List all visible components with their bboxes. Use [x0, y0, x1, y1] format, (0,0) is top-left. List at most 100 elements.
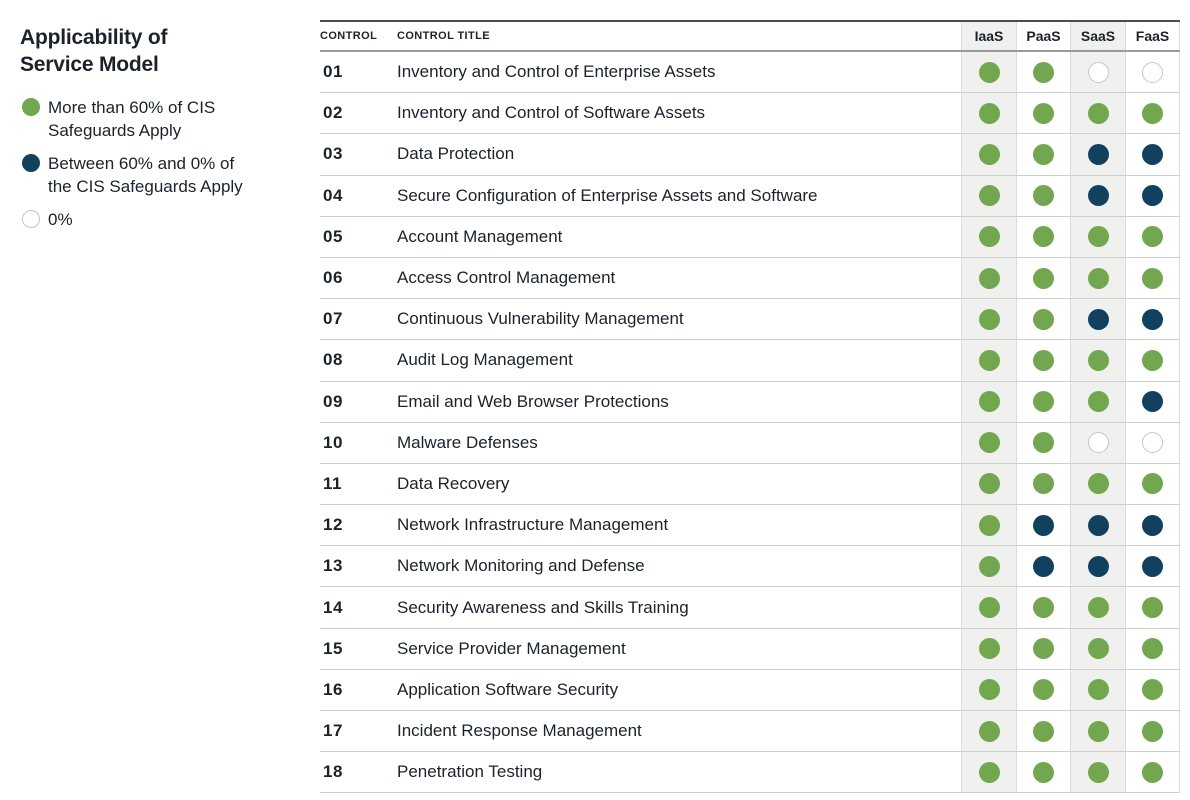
service-dot-cell [961, 711, 1016, 752]
control-number: 08 [323, 350, 343, 370]
control-title: Penetration Testing [397, 762, 543, 782]
applicability-dot-green [1087, 267, 1109, 289]
applicability-dot-green [1087, 473, 1109, 495]
service-dot-cell [1125, 340, 1180, 381]
service-dot-cell [1125, 134, 1180, 175]
applicability-dot-green [1033, 432, 1054, 454]
service-dot-cell [961, 299, 1016, 340]
control-title: Account Management [397, 226, 563, 246]
applicability-dot-green [978, 391, 1000, 413]
applicability-dot-navy [1142, 308, 1163, 330]
legend-title: Applicability of Service Model [20, 24, 280, 78]
applicability-dot-green [1087, 349, 1109, 371]
applicability-dot-green [1142, 679, 1163, 701]
applicability-dot-green [1142, 226, 1163, 248]
service-dot-cell [961, 52, 1016, 93]
applicability-dot-green [978, 226, 1000, 248]
legend-panel: Applicability of Service Model More than… [20, 24, 280, 241]
header-faas: FaaS [1125, 22, 1180, 50]
applicability-dot-green [978, 61, 1000, 83]
applicability-dot-green [1033, 61, 1054, 83]
control-title: Application Software Security [397, 679, 619, 699]
applicability-dot-none [1142, 61, 1163, 83]
green-dot-icon [22, 98, 40, 116]
service-dot-cell [961, 463, 1016, 505]
applicability-dot-green [978, 514, 1000, 536]
service-dot-cell [1070, 52, 1125, 93]
service-dot-cell [1016, 257, 1070, 299]
table-row: 01 Inventory and Control of Enterprise A… [320, 52, 1180, 94]
table-row: 12 Network Infrastructure Management [320, 505, 1180, 547]
control-number: 12 [323, 515, 343, 535]
control-title: Access Control Management [397, 268, 616, 288]
control-number: 02 [323, 103, 343, 123]
applicability-dot-green [1087, 679, 1109, 701]
service-dot-cell [961, 381, 1016, 422]
table-row: 13 Network Monitoring and Defense [320, 546, 1180, 588]
service-dot-cell [961, 587, 1016, 628]
applicability-dot-green [978, 349, 1000, 371]
service-dot-cell [1125, 628, 1180, 669]
service-dot-cell [1070, 257, 1125, 299]
applicability-dot-navy [1087, 514, 1109, 536]
applicability-dot-navy [1087, 143, 1109, 165]
header-control-title: CONTROL TITLE [397, 30, 490, 42]
service-dot-cell [1070, 711, 1125, 752]
applicability-dot-green [1142, 597, 1163, 619]
table-row: 03 Data Protection [320, 134, 1180, 176]
service-dot-cell [1016, 463, 1070, 505]
control-number: 13 [323, 556, 343, 576]
service-dot-cell [1070, 628, 1125, 669]
applicability-dot-navy [1033, 555, 1054, 577]
table-header-row: CONTROL CONTROL TITLE IaaS PaaS SaaS Faa… [320, 22, 1180, 52]
applicability-dot-green [1033, 226, 1054, 248]
applicability-dot-none [1142, 432, 1163, 454]
legend-item-navy: Between 60% and 0% of the CIS Safeguards… [20, 152, 280, 198]
navy-dot-icon [22, 154, 40, 172]
control-title: Inventory and Control of Software Assets [397, 103, 706, 123]
applicability-dot-navy [1142, 391, 1163, 413]
service-dot-cell [1125, 381, 1180, 422]
service-dot-cell [1125, 546, 1180, 587]
applicability-dot-green [978, 185, 1000, 207]
applicability-dot-navy [1142, 514, 1163, 536]
control-number: 14 [323, 597, 343, 617]
applicability-dot-green [1033, 185, 1054, 207]
applicability-dot-green [1033, 308, 1054, 330]
service-dot-cell [1070, 752, 1125, 793]
applicability-dot-green [1033, 143, 1054, 165]
service-dot-cell [1070, 134, 1125, 175]
applicability-dot-green [978, 597, 1000, 619]
applicability-dot-green [1033, 679, 1054, 701]
service-dot-cell [1070, 669, 1125, 710]
service-dot-cell [1016, 505, 1070, 546]
empty-dot-icon [22, 210, 40, 228]
service-dot-cell [1125, 711, 1180, 752]
applicability-dot-green [1087, 391, 1109, 413]
applicability-dot-navy [1142, 143, 1163, 165]
control-title: Continuous Vulnerability Management [397, 309, 684, 329]
service-dot-cell [1070, 381, 1125, 422]
control-number: 01 [323, 62, 343, 82]
service-dot-cell [1070, 93, 1125, 134]
service-dot-cell [1016, 134, 1070, 175]
applicability-dot-green [978, 473, 1000, 495]
service-dot-cell [1125, 463, 1180, 505]
control-number: 05 [323, 226, 343, 246]
service-dot-cell [1016, 669, 1070, 710]
table-row: 14 Security Awareness and Skills Trainin… [320, 587, 1180, 629]
applicability-dot-green [978, 638, 1000, 660]
service-dot-cell [1016, 628, 1070, 669]
service-dot-cell [1070, 299, 1125, 340]
applicability-dot-green [1142, 473, 1163, 495]
applicability-dot-green [1142, 720, 1163, 742]
control-number: 07 [323, 309, 343, 329]
service-dot-cell [1125, 175, 1180, 216]
table-row: 17 Incident Response Management [320, 711, 1180, 753]
service-dot-cell [1125, 587, 1180, 628]
control-title: Data Recovery [397, 473, 510, 493]
service-dot-cell [961, 340, 1016, 381]
applicability-dot-green [978, 308, 1000, 330]
service-dot-cell [1125, 669, 1180, 710]
applicability-table: CONTROL CONTROL TITLE IaaS PaaS SaaS Faa… [320, 20, 1180, 794]
